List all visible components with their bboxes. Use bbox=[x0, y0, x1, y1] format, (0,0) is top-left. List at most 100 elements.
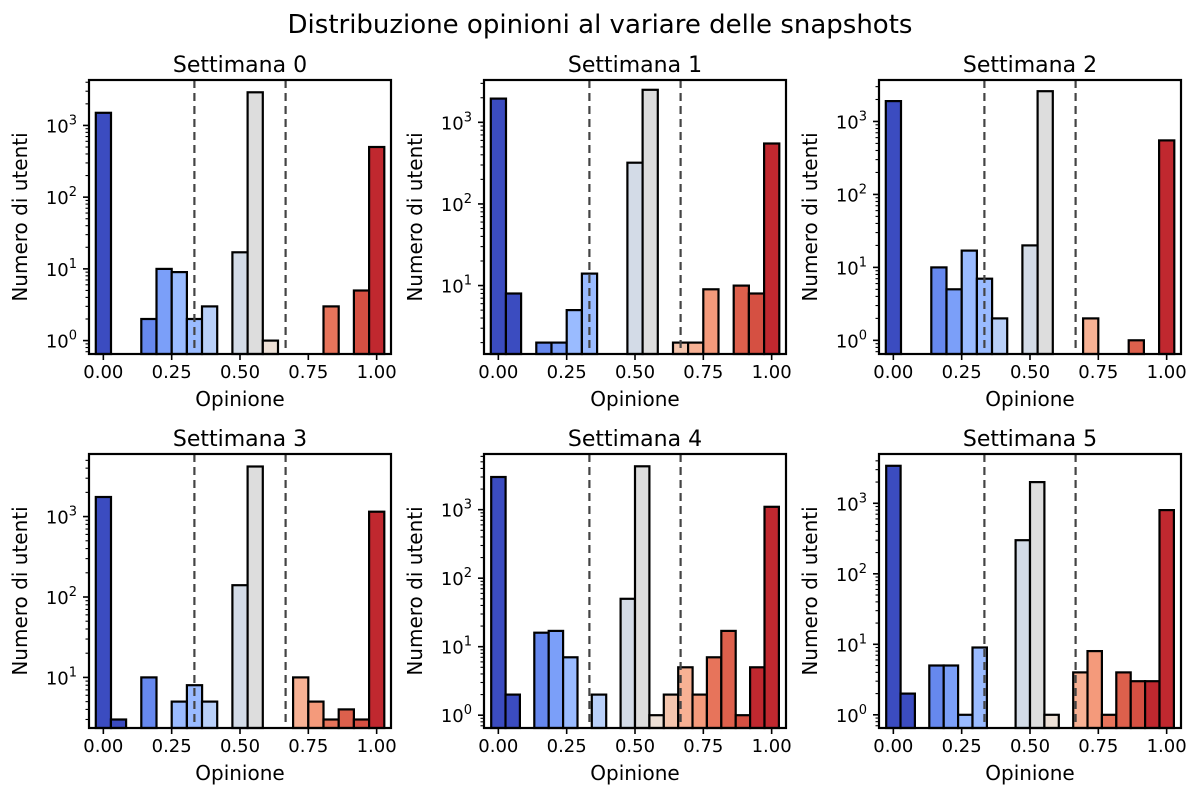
histogram-bar bbox=[1127, 339, 1145, 356]
histogram-bar bbox=[140, 317, 158, 356]
y-tick-label: 100 bbox=[46, 329, 77, 353]
histogram-bar bbox=[960, 249, 979, 356]
chart-title: Settimana 1 bbox=[568, 53, 702, 78]
histogram-bar bbox=[930, 266, 948, 356]
histogram-bar bbox=[231, 251, 249, 356]
histogram-bar bbox=[261, 339, 280, 356]
x-tick-label: 0.25 bbox=[942, 362, 982, 383]
y-tick-label: 101 bbox=[836, 632, 867, 656]
x-axis-label: Opinione bbox=[985, 761, 1074, 785]
histogram-bar bbox=[490, 475, 507, 730]
figure-suptitle: Distribuzione opinioni al variare delle … bbox=[287, 10, 913, 40]
histogram-bar bbox=[641, 88, 659, 356]
histogram-bar bbox=[200, 700, 219, 730]
histogram-bar bbox=[200, 305, 219, 356]
y-tick-label: 103 bbox=[46, 505, 77, 529]
histogram-bar bbox=[990, 317, 1009, 356]
x-tick-label: 0.75 bbox=[1078, 736, 1118, 757]
x-tick-label: 0.50 bbox=[220, 362, 260, 383]
histogram-bar bbox=[231, 584, 249, 730]
x-tick-label: 0.75 bbox=[683, 362, 723, 383]
x-tick-label: 0.75 bbox=[683, 736, 723, 757]
histogram-bar bbox=[489, 97, 508, 356]
histogram-bar bbox=[1143, 680, 1161, 730]
y-tick-label: 101 bbox=[441, 635, 472, 659]
histogram-bar bbox=[899, 692, 916, 730]
histogram-bar bbox=[633, 465, 651, 730]
histogram-bar bbox=[246, 91, 264, 356]
histogram-bar bbox=[185, 317, 204, 356]
histogram-bar bbox=[928, 664, 945, 730]
histogram-bar bbox=[884, 99, 903, 356]
x-tick-label: 0.00 bbox=[83, 362, 123, 383]
histogram-bar bbox=[885, 464, 902, 730]
histogram-bar bbox=[1028, 481, 1046, 730]
histogram-bar bbox=[561, 656, 579, 730]
y-tick-label: 102 bbox=[441, 566, 472, 590]
histogram-bar bbox=[763, 505, 780, 730]
x-tick-label: 0.50 bbox=[220, 736, 260, 757]
histogram-bar bbox=[140, 676, 158, 730]
x-axis-label: Opinione bbox=[985, 387, 1074, 411]
x-tick-label: 0.75 bbox=[288, 362, 328, 383]
y-tick-label: 100 bbox=[836, 328, 867, 352]
histogram-bar bbox=[1021, 244, 1039, 356]
histogram-bar bbox=[732, 284, 751, 356]
histogram-bar bbox=[662, 693, 680, 730]
x-tick-label: 0.25 bbox=[547, 362, 587, 383]
histogram-bar bbox=[565, 309, 584, 356]
histogram-bar bbox=[1157, 139, 1176, 356]
histogram-bar bbox=[590, 693, 608, 730]
y-tick-label: 102 bbox=[46, 185, 77, 209]
chart-panel-2: Settimana 2 0.00 0.25 0.50 0.75 1.00 Opinione 1… bbox=[798, 53, 1187, 411]
histogram-bar bbox=[170, 700, 188, 730]
chart-title: Settimana 2 bbox=[963, 53, 1097, 78]
histogram-bar bbox=[307, 700, 325, 730]
histogram-bar bbox=[292, 676, 310, 730]
histogram-bar bbox=[1115, 671, 1132, 730]
x-axis-label: Opinione bbox=[195, 387, 284, 411]
chart-panel-4: Settimana 4 0.00 0.25 0.50 0.75 1.00 Opinione 1… bbox=[403, 427, 792, 785]
histogram-bar bbox=[368, 145, 386, 356]
x-axis-label: Opinione bbox=[590, 761, 679, 785]
histogram-bar bbox=[1086, 649, 1103, 730]
histogram-bar bbox=[956, 713, 974, 730]
histogram-bar bbox=[533, 631, 550, 730]
histogram-bar bbox=[352, 289, 371, 356]
histogram-bar bbox=[1158, 509, 1175, 730]
x-tick-label: 0.50 bbox=[1010, 736, 1050, 757]
x-axis-label: Opinione bbox=[590, 387, 679, 411]
x-tick-label: 0.50 bbox=[615, 736, 655, 757]
histogram-bar bbox=[1081, 317, 1100, 356]
histogram-bar bbox=[748, 666, 766, 730]
y-tick-label: 102 bbox=[46, 585, 77, 609]
y-tick-label: 103 bbox=[441, 110, 472, 134]
histogram-bar bbox=[547, 629, 565, 730]
x-axis-label: Opinione bbox=[195, 761, 284, 785]
x-tick-label: 0.00 bbox=[83, 736, 123, 757]
histogram-bar bbox=[550, 341, 568, 356]
histogram-bar bbox=[705, 656, 723, 730]
histogram-bar bbox=[322, 718, 340, 730]
x-tick-label: 0.00 bbox=[478, 362, 518, 383]
chart-panel-3: Settimana 3 0.00 0.25 0.50 0.75 1.00 Opinione 1… bbox=[8, 427, 397, 785]
y-tick-label: 103 bbox=[441, 498, 472, 522]
y-tick-label: 102 bbox=[441, 192, 472, 216]
y-axis-label: Numero di utenti bbox=[8, 132, 32, 301]
x-tick-label: 0.00 bbox=[478, 736, 518, 757]
y-tick-label: 103 bbox=[836, 491, 867, 515]
histogram-bar bbox=[109, 718, 128, 730]
x-tick-label: 1.00 bbox=[752, 362, 792, 383]
histogram-bar bbox=[170, 271, 188, 356]
y-axis-label: Numero di utenti bbox=[798, 132, 822, 301]
x-tick-label: 0.00 bbox=[873, 362, 913, 383]
x-tick-label: 0.75 bbox=[288, 736, 328, 757]
chart-panel-0: Settimana 0 0.00 0.25 0.50 0.75 1.00 Opinione 1… bbox=[8, 53, 397, 411]
histogram-bar bbox=[747, 292, 766, 356]
histogram-bar bbox=[619, 597, 637, 730]
histogram-bar bbox=[945, 288, 963, 356]
x-tick-label: 1.00 bbox=[357, 736, 397, 757]
histogram-bar bbox=[1014, 539, 1032, 730]
y-axis-label: Numero di utenti bbox=[798, 506, 822, 675]
